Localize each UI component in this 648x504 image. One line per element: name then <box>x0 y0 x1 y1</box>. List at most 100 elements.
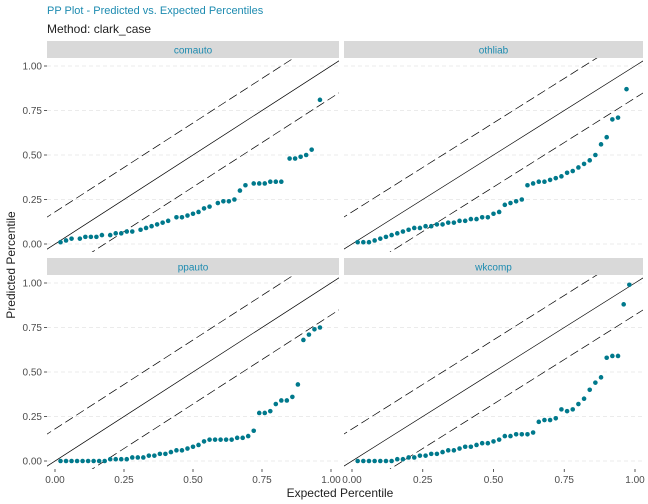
x-tick-label: 0.00 <box>342 475 362 486</box>
data-point <box>317 325 323 330</box>
data-point <box>196 209 201 215</box>
data-point <box>118 456 124 462</box>
data-point <box>355 239 360 245</box>
data-point <box>298 154 303 160</box>
facet-strip <box>344 41 643 58</box>
data-point <box>530 181 536 186</box>
facet-strip-label: othliab <box>479 46 509 57</box>
x-tick-label: 0.50 <box>484 475 504 486</box>
identity-line <box>47 60 339 250</box>
data-point <box>96 458 102 464</box>
data-point <box>312 326 317 332</box>
data-point <box>215 200 221 206</box>
data-point <box>279 398 284 403</box>
data-point <box>226 198 232 204</box>
data-point <box>434 222 440 227</box>
data-point <box>462 218 468 224</box>
data-point <box>462 444 468 450</box>
data-point <box>107 456 113 462</box>
reference-lines <box>344 275 643 469</box>
lower-band-line <box>389 309 643 469</box>
data-point <box>129 229 135 234</box>
data-point <box>496 209 502 215</box>
data-point <box>124 456 130 462</box>
data-point <box>428 451 434 457</box>
data-point <box>598 142 604 147</box>
data-point <box>366 239 372 245</box>
data-point <box>160 220 165 225</box>
data-point <box>174 215 179 220</box>
panel-wkcomp: wkcomp 0.00 0.25 0.50 0.75 1.00 <box>342 258 645 486</box>
data-point <box>234 435 240 441</box>
data-point <box>485 215 491 220</box>
x-axis-label: Expected Percentile <box>287 486 394 500</box>
data-point <box>553 175 559 181</box>
data-point <box>91 458 96 464</box>
data-point <box>451 448 457 453</box>
y-tick-label: 0.25 <box>23 412 43 423</box>
data-point <box>598 375 604 380</box>
data-point <box>604 355 609 361</box>
data-point <box>485 440 491 446</box>
reference-lines <box>47 58 339 252</box>
data-point <box>143 225 149 231</box>
data-point <box>491 211 496 217</box>
data-point <box>221 198 226 204</box>
data-point <box>519 197 525 202</box>
lower-band-line <box>389 92 643 252</box>
facet-strip-label: ppauto <box>178 263 209 274</box>
data-point <box>423 223 428 229</box>
data-point <box>394 231 400 236</box>
data-point <box>245 433 251 439</box>
data-point <box>400 229 406 234</box>
data-point <box>124 229 130 234</box>
data-point <box>445 220 451 225</box>
upper-band-line <box>47 58 295 218</box>
upper-band-line <box>344 58 598 218</box>
data-point <box>542 417 547 423</box>
data-point <box>468 444 474 450</box>
lower-band-line <box>91 92 339 252</box>
data-point <box>107 232 113 238</box>
data-point <box>474 216 479 222</box>
data-point <box>604 134 609 140</box>
data-point <box>383 234 389 240</box>
data-point <box>267 179 273 184</box>
data-point <box>570 168 576 174</box>
data-point <box>621 302 626 307</box>
data-point <box>129 455 135 460</box>
y-tick-label: 0.50 <box>23 151 43 162</box>
y-tick-label: 0.75 <box>23 106 43 117</box>
data-point <box>113 231 119 236</box>
facet-strip <box>47 258 339 275</box>
x-tick-label: 1.00 <box>321 475 341 486</box>
panel-othliab: othliab <box>344 41 643 252</box>
data-point <box>411 225 417 231</box>
data-point <box>457 446 462 451</box>
data-point <box>85 458 91 464</box>
data-point <box>553 415 559 421</box>
data-point <box>576 165 581 170</box>
data-point <box>457 218 462 224</box>
data-point <box>163 451 168 457</box>
data-point <box>306 332 312 337</box>
facet-strip <box>344 258 643 275</box>
y-tick-label: 1.00 <box>23 62 43 73</box>
chart-subtitle: Method: clark_case <box>47 22 152 36</box>
data-point <box>428 223 434 229</box>
data-point <box>185 446 190 451</box>
data-point <box>434 451 440 457</box>
data-point <box>581 396 587 402</box>
data-point <box>536 179 542 184</box>
data-point <box>279 179 284 184</box>
y-tick-label: 0.50 <box>23 368 43 379</box>
data-point <box>440 449 445 455</box>
x-tick-label: 0.25 <box>413 475 433 486</box>
data-point <box>508 433 513 439</box>
data-point <box>290 394 295 400</box>
lower-band-line <box>91 309 339 469</box>
data-point <box>149 223 154 229</box>
facet-strip <box>47 41 339 58</box>
data-point <box>196 442 201 448</box>
data-point <box>301 337 306 343</box>
